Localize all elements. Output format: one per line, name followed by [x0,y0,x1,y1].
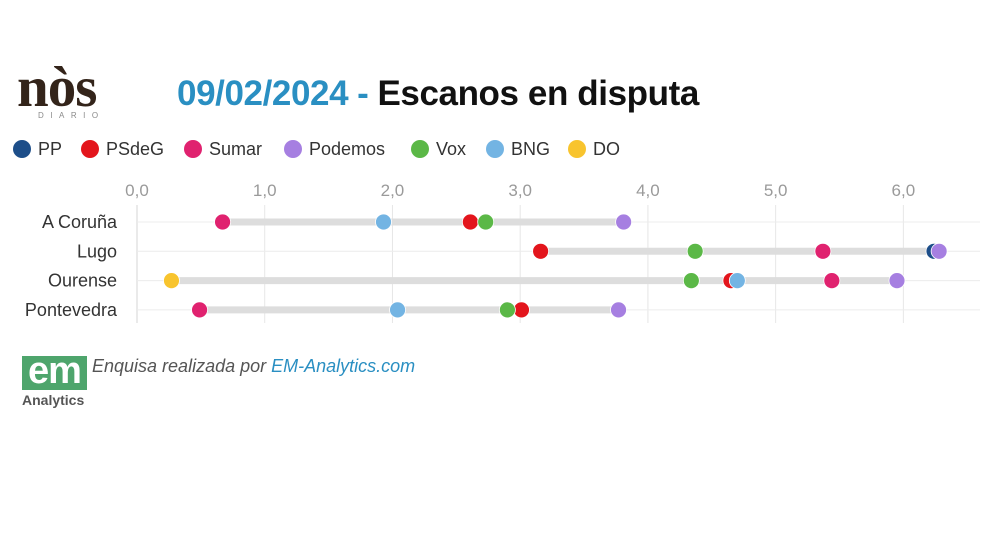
title-date: 09/02/2024 [177,74,349,113]
legend-label-pp: PP [38,139,63,159]
dot-bng-a-coruna [375,213,392,231]
nos-diario-logo: nòs [17,56,97,119]
x-tick-label: 0,0 [125,181,149,200]
legend-label-vox: Vox [436,139,467,159]
dot-psdeg-lugo [532,242,550,260]
legend-label-sumar: Sumar [209,139,263,159]
row-label-pontevedra: Pontevedra [25,300,118,320]
x-tick-label: 3,0 [508,181,532,200]
dot-sumar-ourense [823,272,841,289]
row-label-a-coruna: A Coruña [42,212,118,232]
dot-sumar-pontevedra [191,301,208,319]
em-logo-mark: em [28,356,82,390]
title-separator: - [357,74,369,113]
legend-item-psdeg: PSdeG [81,139,164,159]
x-tick-label: 6,0 [892,181,916,200]
dot-do-ourense [163,272,180,289]
em-analytics-logo: em [22,356,87,390]
dot-vox-ourense [682,272,700,289]
legend-label-podemos: Podemos [309,139,386,159]
legend-dot-podemos [284,140,302,158]
x-tick-label: 2,0 [381,181,405,200]
legend-label-psdeg: PSdeG [106,139,165,159]
legend-item-sumar: Sumar [184,139,262,159]
dot-podemos-lugo [930,242,948,260]
legend-item-podemos: Podemos [284,139,385,159]
row-label-lugo: Lugo [77,241,117,261]
legend-item-bng: BNG [486,139,550,159]
legend-label-bng: BNG [511,139,551,159]
legend-item-do: DO [568,139,620,159]
nos-diario-logo-subtitle: DIARIO [38,111,105,120]
x-tick-label: 4,0 [636,181,660,200]
dot-sumar-lugo [814,242,832,260]
legend-dot-bng [486,140,504,158]
dot-podemos-pontevedra [610,301,627,319]
legend-dot-psdeg [81,140,99,158]
chart-title: 09/02/2024- Escanos en disputa [177,74,699,114]
em-analytics-logo-subtitle: Analytics [22,392,85,408]
dot-bng-ourense [728,272,746,289]
legend-dot-sumar [184,140,202,158]
dot-bng-pontevedra [389,301,406,319]
x-tick-label: 1,0 [253,181,277,200]
dot-vox-a-coruna [477,213,495,231]
dot-vox-pontevedra [499,301,516,319]
dot-sumar-a-coruna [214,213,231,231]
legend-item-pp: PP [13,139,62,159]
legend-dot-do [568,140,586,158]
dot-psdeg-a-coruna [461,213,479,231]
credit-prefix: Enquisa realizada por [92,356,267,376]
x-tick-label: 5,0 [764,181,788,200]
title-text: Escanos en disputa [377,74,699,113]
legend-label-do: DO [593,139,620,159]
legend-dot-pp [13,140,31,158]
row-label-ourense: Ourense [48,271,117,291]
dot-podemos-ourense [888,272,906,289]
legend-item-vox: Vox [411,139,466,159]
dot-psdeg-pontevedra [513,301,530,319]
legend-dot-vox [411,140,429,158]
dot-plot-chart: 0,0 1,0 2,0 3,0 4,0 5,0 6,0 A Coruña Lugo Ourense… [25,181,980,323]
source-credit: Enquisa realizada por EM-Analytics.com [92,355,415,377]
dot-vox-lugo [686,242,704,260]
dot-podemos-a-coruna [615,213,633,231]
credit-link[interactable]: EM-Analytics.com [271,356,416,376]
